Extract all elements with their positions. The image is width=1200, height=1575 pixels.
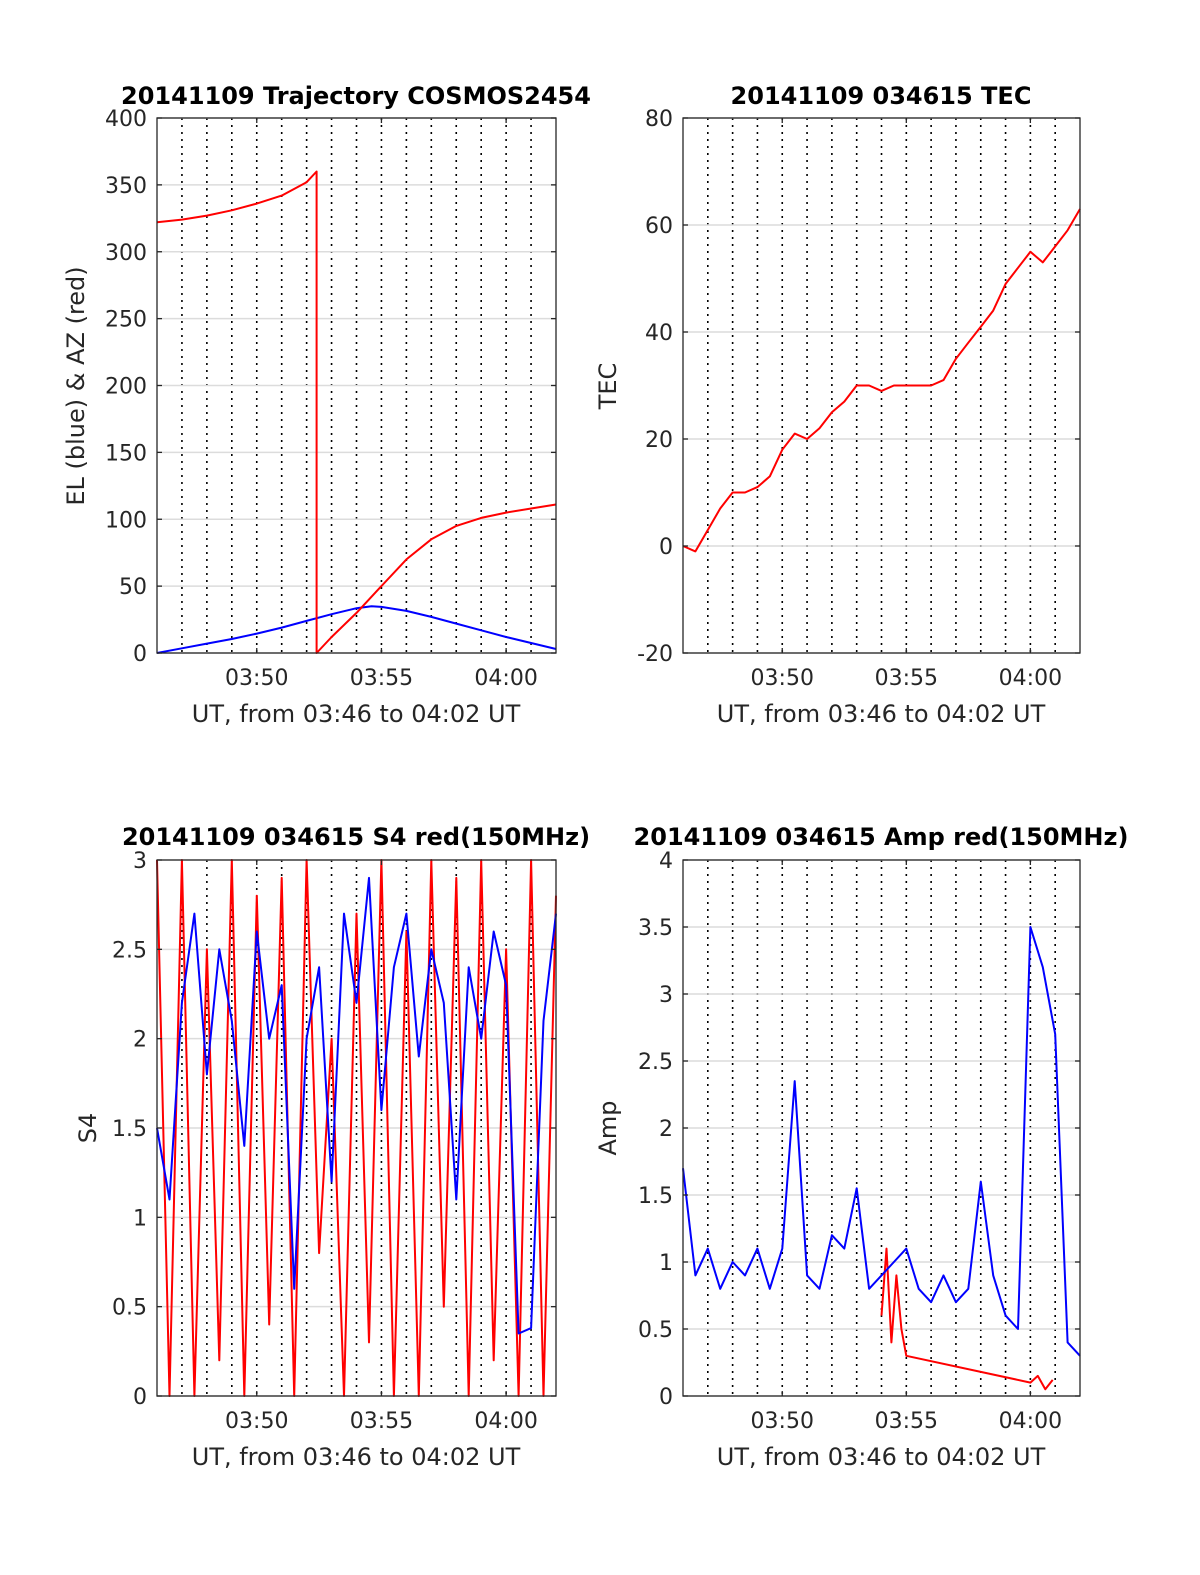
tec-xlabel: UT, from 03:46 to 04:02 UT [717, 700, 1046, 728]
trajectory-xtick-label: 03:55 [350, 666, 413, 691]
tec-ytick-label: 60 [645, 214, 673, 239]
tec-ytick-label: 20 [645, 428, 673, 453]
panel-s4: 20141109 034615 S4 red(150MHz) 0 0.5 1 1.5 2… [74, 823, 590, 1471]
trajectory-title: 20141109 Trajectory COSMOS2454 [121, 82, 591, 110]
amp-ytick-label: 1.5 [638, 1184, 673, 1209]
amp-xtick-label: 04:00 [999, 1409, 1062, 1434]
tec-ytick-label: 80 [645, 107, 673, 132]
amp-xtick-label: 03:55 [875, 1409, 938, 1434]
amp-ylabel: Amp [594, 1100, 622, 1155]
trajectory-ytick-label: 50 [119, 575, 147, 600]
amp-plot-area: 0 0.5 1 1.5 2 2.5 3 3.5 4 03:50 03:55 04:00 [638, 849, 1081, 1434]
s4-plot-area: 0 0.5 1 1.5 2 2.5 3 03:50 03:55 04:00 [112, 849, 557, 1434]
s4-title: 20141109 034615 S4 red(150MHz) [122, 823, 590, 851]
trajectory-plot-area: 0 50 100 150 200 250 300 350 400 03:50 03:55 04:00 [105, 107, 557, 691]
trajectory-ytick-label: 200 [105, 375, 147, 400]
tec-axes-box [682, 117, 1081, 654]
trajectory-ylabel: EL (blue) & AZ (red) [62, 266, 90, 505]
trajectory-ytick-label: 250 [105, 308, 147, 333]
trajectory-xtick-label: 04:00 [474, 666, 537, 691]
tec-plot-area: -20 0 20 40 60 80 03:50 03:55 04:00 [637, 107, 1081, 691]
s4-xtick-label: 04:00 [474, 1409, 537, 1434]
amp-xlabel: UT, from 03:46 to 04:02 UT [717, 1443, 1046, 1471]
trajectory-ytick-label: 100 [105, 508, 147, 533]
s4-xlabel: UT, from 03:46 to 04:02 UT [192, 1443, 521, 1471]
s4-series-0-line [156, 859, 557, 1397]
amp-ytick-label: 1 [659, 1251, 673, 1276]
tec-series-0-line [682, 208, 1081, 553]
trajectory-series-0-line [156, 605, 557, 654]
s4-ytick-label: 2.5 [112, 938, 147, 963]
amp-series-1-line [682, 926, 1081, 1357]
amp-series-0-line [880, 1247, 1054, 1391]
amp-ytick-label: 4 [659, 849, 673, 874]
tec-xtick-label: 03:55 [875, 666, 938, 691]
amp-ytick-label: 0.5 [638, 1318, 673, 1343]
s4-series-1-line [156, 876, 557, 1335]
tec-title: 20141109 034615 TEC [731, 82, 1032, 110]
amp-ytick-label: 0 [659, 1385, 673, 1410]
tec-xtick-label: 04:00 [999, 666, 1062, 691]
s4-ylabel: S4 [74, 1113, 102, 1144]
s4-xtick-label: 03:50 [225, 1409, 288, 1434]
amp-xtick-label: 03:50 [751, 1409, 814, 1434]
trajectory-xlabel: UT, from 03:46 to 04:02 UT [192, 700, 521, 728]
s4-xtick-label: 03:55 [350, 1409, 413, 1434]
amp-ytick-label: 3.5 [638, 916, 673, 941]
trajectory-xtick-label: 03:50 [225, 666, 288, 691]
s4-ytick-label: 0.5 [112, 1296, 147, 1321]
tec-ytick-label: 0 [659, 535, 673, 560]
tec-ytick-label: 40 [645, 321, 673, 346]
amp-ytick-label: 2 [659, 1117, 673, 1142]
amp-title: 20141109 034615 Amp red(150MHz) [634, 823, 1129, 851]
s4-ytick-label: 1.5 [112, 1117, 147, 1142]
s4-ytick-label: 1 [133, 1206, 147, 1231]
trajectory-ytick-label: 350 [105, 174, 147, 199]
tec-ytick-label: -20 [637, 642, 673, 667]
trajectory-ytick-label: 150 [105, 441, 147, 466]
trajectory-ytick-label: 0 [133, 642, 147, 667]
trajectory-ytick-label: 400 [105, 107, 147, 132]
amp-ytick-label: 2.5 [638, 1050, 673, 1075]
panel-trajectory: 20141109 Trajectory COSMOS2454 0 50 100 150… [62, 82, 591, 728]
amp-ytick-label: 3 [659, 983, 673, 1008]
trajectory-series-1-line [156, 170, 557, 654]
tec-ylabel: TEC [594, 363, 622, 411]
panel-tec: 20141109 034615 TEC -20 0 20 40 60 80 03:50 03:… [594, 82, 1081, 728]
panel-amp: 20141109 034615 Amp red(150MHz) 0 0.5 1 1.5… [594, 823, 1128, 1471]
s4-ytick-label: 3 [133, 849, 147, 874]
s4-ytick-label: 0 [133, 1385, 147, 1410]
trajectory-ytick-label: 300 [105, 241, 147, 266]
s4-ytick-label: 2 [133, 1028, 147, 1053]
tec-xtick-label: 03:50 [751, 666, 814, 691]
